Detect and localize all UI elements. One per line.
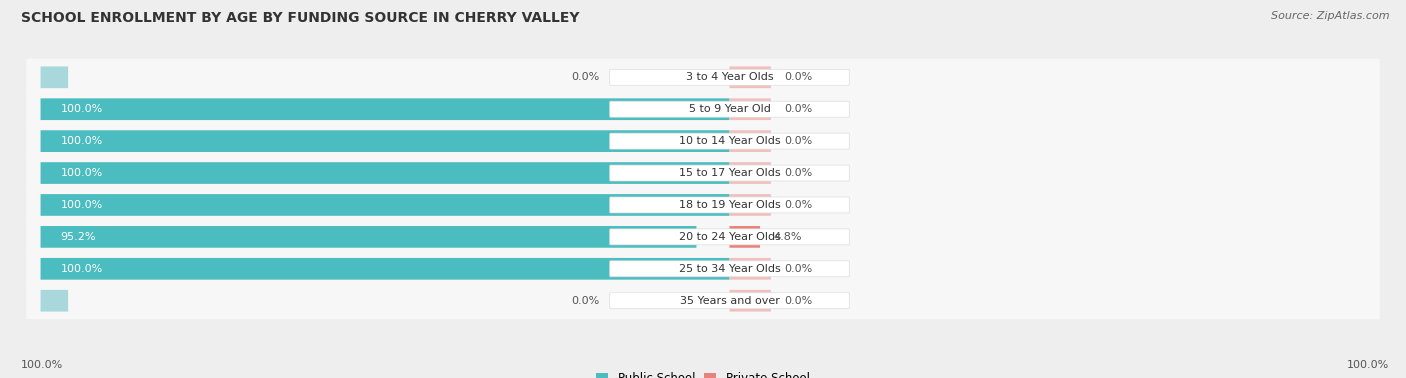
Text: Source: ZipAtlas.com: Source: ZipAtlas.com — [1271, 11, 1389, 21]
FancyBboxPatch shape — [41, 162, 730, 184]
FancyBboxPatch shape — [27, 218, 1379, 256]
Text: 4.8%: 4.8% — [773, 232, 801, 242]
FancyBboxPatch shape — [730, 258, 770, 280]
Text: 100.0%: 100.0% — [1347, 361, 1389, 370]
FancyBboxPatch shape — [41, 194, 730, 216]
FancyBboxPatch shape — [27, 59, 1379, 96]
FancyBboxPatch shape — [730, 98, 770, 120]
FancyBboxPatch shape — [610, 229, 849, 245]
Legend: Public School, Private School: Public School, Private School — [592, 367, 814, 378]
FancyBboxPatch shape — [27, 250, 1379, 287]
FancyBboxPatch shape — [27, 155, 1379, 192]
FancyBboxPatch shape — [41, 290, 67, 311]
Text: 100.0%: 100.0% — [60, 200, 103, 210]
Text: 25 to 34 Year Olds: 25 to 34 Year Olds — [679, 264, 780, 274]
FancyBboxPatch shape — [730, 194, 770, 216]
Text: 100.0%: 100.0% — [60, 104, 103, 114]
FancyBboxPatch shape — [41, 258, 730, 280]
Text: 0.0%: 0.0% — [785, 168, 813, 178]
FancyBboxPatch shape — [610, 133, 849, 149]
Text: 35 Years and over: 35 Years and over — [679, 296, 779, 306]
Text: 95.2%: 95.2% — [60, 232, 96, 242]
Text: 0.0%: 0.0% — [571, 72, 600, 82]
Text: 0.0%: 0.0% — [785, 72, 813, 82]
Text: SCHOOL ENROLLMENT BY AGE BY FUNDING SOURCE IN CHERRY VALLEY: SCHOOL ENROLLMENT BY AGE BY FUNDING SOUR… — [21, 11, 579, 25]
Text: 100.0%: 100.0% — [60, 136, 103, 146]
FancyBboxPatch shape — [730, 67, 770, 88]
Text: 5 to 9 Year Old: 5 to 9 Year Old — [689, 104, 770, 114]
Text: 0.0%: 0.0% — [785, 200, 813, 210]
FancyBboxPatch shape — [610, 165, 849, 181]
Text: 0.0%: 0.0% — [785, 104, 813, 114]
FancyBboxPatch shape — [27, 186, 1379, 223]
Text: 0.0%: 0.0% — [785, 136, 813, 146]
FancyBboxPatch shape — [27, 122, 1379, 160]
FancyBboxPatch shape — [41, 130, 730, 152]
Text: 100.0%: 100.0% — [60, 168, 103, 178]
Text: 100.0%: 100.0% — [21, 361, 63, 370]
Text: 0.0%: 0.0% — [571, 296, 600, 306]
FancyBboxPatch shape — [610, 293, 849, 309]
Text: 18 to 19 Year Olds: 18 to 19 Year Olds — [679, 200, 780, 210]
Text: 15 to 17 Year Olds: 15 to 17 Year Olds — [679, 168, 780, 178]
FancyBboxPatch shape — [41, 67, 67, 88]
FancyBboxPatch shape — [730, 162, 770, 184]
FancyBboxPatch shape — [27, 282, 1379, 319]
FancyBboxPatch shape — [41, 226, 696, 248]
FancyBboxPatch shape — [610, 101, 849, 117]
FancyBboxPatch shape — [730, 226, 761, 248]
Text: 100.0%: 100.0% — [60, 264, 103, 274]
Text: 3 to 4 Year Olds: 3 to 4 Year Olds — [686, 72, 773, 82]
FancyBboxPatch shape — [610, 69, 849, 85]
Text: 0.0%: 0.0% — [785, 264, 813, 274]
Text: 10 to 14 Year Olds: 10 to 14 Year Olds — [679, 136, 780, 146]
FancyBboxPatch shape — [730, 130, 770, 152]
FancyBboxPatch shape — [730, 290, 770, 311]
FancyBboxPatch shape — [610, 261, 849, 277]
FancyBboxPatch shape — [41, 98, 730, 120]
Text: 0.0%: 0.0% — [785, 296, 813, 306]
Text: 20 to 24 Year Olds: 20 to 24 Year Olds — [679, 232, 780, 242]
FancyBboxPatch shape — [610, 197, 849, 213]
FancyBboxPatch shape — [27, 91, 1379, 128]
